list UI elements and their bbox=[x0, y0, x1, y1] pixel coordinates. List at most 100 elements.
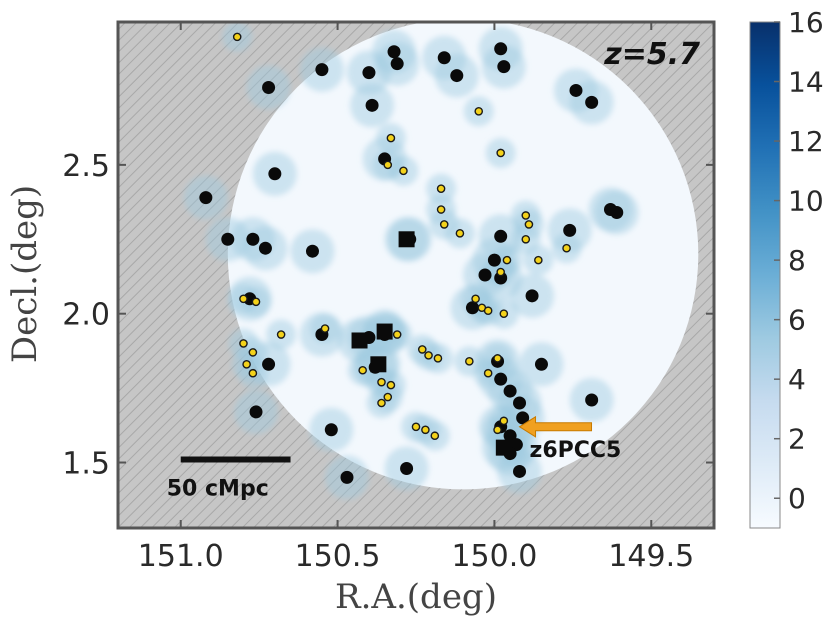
colorbar-label-6: 12 bbox=[788, 125, 824, 158]
colorbar-label-0: 0 bbox=[788, 482, 806, 515]
source-square-0 bbox=[398, 231, 415, 248]
source-circle-37 bbox=[494, 372, 508, 386]
source-circle-41 bbox=[585, 393, 599, 407]
source-circle-20 bbox=[305, 244, 319, 258]
source-circle-49 bbox=[400, 461, 414, 475]
source-dot-8 bbox=[439, 220, 449, 229]
source-dot-3 bbox=[383, 160, 393, 170]
y-tick-label-1: 2.0 bbox=[62, 298, 110, 333]
scale-bar-label: 50 cMpc bbox=[167, 477, 269, 502]
points-layer bbox=[199, 32, 624, 484]
source-dot-1 bbox=[474, 106, 484, 116]
x-tick-label-3: 149.5 bbox=[608, 539, 694, 574]
source-circle-14 bbox=[199, 191, 213, 205]
source-dot-7 bbox=[436, 205, 446, 214]
source-dot-11 bbox=[524, 220, 534, 229]
source-circle-50 bbox=[340, 470, 354, 484]
source-square-4 bbox=[495, 439, 512, 456]
source-circle-8 bbox=[262, 80, 276, 94]
source-circle-42 bbox=[249, 405, 263, 419]
colorbar-label-4: 8 bbox=[788, 244, 806, 277]
source-dot-22 bbox=[239, 294, 248, 304]
source-circle-6 bbox=[450, 69, 464, 83]
source-dot-13 bbox=[562, 243, 571, 253]
source-dot-30 bbox=[248, 368, 258, 378]
source-dot-14 bbox=[534, 255, 543, 265]
source-circle-25 bbox=[478, 268, 492, 282]
source-square-3 bbox=[370, 356, 387, 373]
source-circle-27 bbox=[525, 289, 539, 303]
colorbar-label-8: 16 bbox=[788, 6, 824, 39]
source-circle-35 bbox=[534, 357, 548, 371]
source-circle-19 bbox=[258, 241, 272, 255]
source-dot-33 bbox=[386, 380, 396, 390]
source-dot-38 bbox=[433, 354, 443, 363]
source-circle-5 bbox=[494, 42, 508, 56]
source-dot-4 bbox=[399, 166, 408, 176]
source-dot-2 bbox=[386, 133, 396, 143]
colorbar-label-1: 2 bbox=[788, 423, 806, 456]
source-dot-36 bbox=[417, 345, 427, 354]
source-dot-17 bbox=[471, 294, 480, 304]
source-square-2 bbox=[376, 323, 393, 340]
x-tick-label-0: 151.0 bbox=[138, 539, 224, 574]
source-circle-48 bbox=[513, 464, 527, 478]
source-circle-38 bbox=[503, 384, 517, 398]
source-circle-7 bbox=[497, 60, 511, 74]
source-circle-0 bbox=[387, 45, 401, 59]
plot-frame bbox=[116, 20, 716, 530]
source-dot-43 bbox=[493, 354, 502, 363]
source-dot-44 bbox=[483, 368, 493, 378]
source-circle-3 bbox=[390, 57, 404, 71]
source-circle-13 bbox=[268, 167, 282, 181]
source-dot-45 bbox=[499, 416, 509, 426]
source-dot-37 bbox=[424, 351, 433, 360]
x-axis-title: R.A.(deg) bbox=[335, 577, 497, 617]
y-axis: 1.5 2.0 2.5 bbox=[62, 149, 714, 482]
x-axis: 151.0 150.5 150.0 149.5 bbox=[138, 22, 694, 574]
source-dot-26 bbox=[392, 330, 402, 339]
source-dot-28 bbox=[248, 348, 258, 357]
source-dot-31 bbox=[358, 365, 367, 375]
source-dot-6 bbox=[436, 184, 446, 193]
colorbar-label-7: 14 bbox=[788, 66, 824, 99]
source-dot-15 bbox=[502, 255, 512, 265]
colorbar-label-5: 10 bbox=[788, 185, 824, 218]
source-dot-24 bbox=[320, 324, 330, 333]
source-dot-34 bbox=[383, 392, 393, 402]
source-circle-36 bbox=[262, 357, 276, 371]
source-dot-41 bbox=[411, 422, 421, 432]
source-circle-29 bbox=[465, 301, 479, 315]
source-dot-35 bbox=[377, 398, 386, 408]
source-dot-20 bbox=[499, 309, 509, 318]
source-dot-0 bbox=[232, 32, 242, 42]
source-dot-5 bbox=[496, 148, 505, 158]
source-circle-1 bbox=[315, 63, 329, 77]
x-tick-label-2: 150.0 bbox=[451, 539, 537, 574]
source-dot-46 bbox=[493, 425, 502, 435]
colorbar-label-2: 4 bbox=[788, 363, 806, 396]
source-circle-18 bbox=[246, 232, 260, 246]
source-dot-19 bbox=[483, 306, 493, 316]
source-dot-23 bbox=[276, 330, 286, 339]
source-dot-10 bbox=[521, 211, 531, 220]
source-dot-9 bbox=[455, 229, 465, 238]
source-circle-40 bbox=[516, 411, 530, 425]
source-circle-9 bbox=[569, 83, 583, 97]
source-circle-24 bbox=[487, 253, 501, 267]
source-circle-22 bbox=[494, 229, 508, 243]
redshift-label: z=5.7 bbox=[603, 37, 700, 72]
source-circle-43 bbox=[324, 423, 338, 437]
source-circle-10 bbox=[365, 98, 379, 112]
source-circle-4 bbox=[437, 51, 451, 65]
x-tick-label-1: 150.5 bbox=[295, 539, 381, 574]
plot-area: 151.0 150.5 150.0 149.5 1.5 2.0 2.5 z=5.7 50 … bbox=[62, 20, 716, 574]
y-axis-title: Decl.(deg) bbox=[5, 185, 45, 363]
source-dot-40 bbox=[421, 425, 430, 435]
pointer: z6PCC5 bbox=[518, 415, 622, 463]
pointer-label: z6PCC5 bbox=[530, 438, 622, 463]
scale-bar: 50 cMpc bbox=[167, 456, 291, 502]
source-circle-11 bbox=[585, 95, 599, 109]
survey-field bbox=[227, 22, 699, 490]
